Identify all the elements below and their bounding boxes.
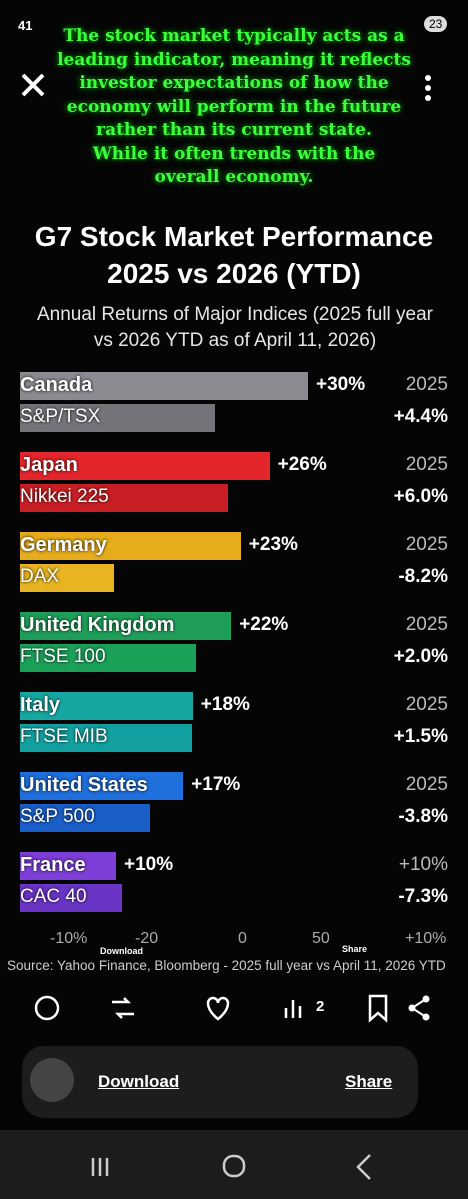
index-label: DAX	[20, 566, 60, 587]
country-label: Canada	[20, 374, 93, 396]
country-label: Italy	[20, 694, 61, 716]
bar	[20, 804, 150, 832]
avatar[interactable]	[30, 1058, 74, 1102]
index-label: CAC 40	[20, 886, 87, 907]
bar	[20, 532, 241, 560]
bar	[20, 852, 116, 880]
chart-title: G7 Stock Market Performance 2025 vs 2026…	[34, 221, 434, 289]
nav-bar	[0, 1130, 468, 1199]
share-button[interactable]: Share	[345, 1072, 393, 1091]
share-panel	[22, 1046, 418, 1118]
x-tick-label: -20	[135, 930, 159, 947]
index-label: Nikkei 225	[20, 486, 109, 507]
overlay-text: The stock market typically acts as a	[63, 26, 405, 46]
index-label: S&P/TSX	[20, 406, 101, 427]
bar	[20, 884, 122, 912]
ytd-label: -7.3%	[398, 886, 448, 907]
overlay-label: Share	[342, 944, 368, 954]
x-tick-label: +10%	[405, 930, 447, 947]
year-label: 2025	[405, 374, 448, 395]
action-icons[interactable]	[0, 990, 468, 1030]
value-label: +10%	[124, 854, 174, 875]
ytd-label: +6.0%	[393, 486, 448, 507]
country-label: France	[20, 854, 86, 876]
bar	[20, 724, 192, 752]
year-label: 2025	[405, 454, 448, 475]
country-label: United States	[20, 774, 148, 796]
nav-icons[interactable]	[0, 1130, 468, 1199]
more-icon[interactable]	[422, 74, 434, 104]
ytd-label: +1.5%	[393, 726, 448, 747]
country-label: Germany	[20, 534, 107, 556]
value-label: +26%	[277, 454, 327, 475]
country-label: Japan	[20, 454, 78, 476]
year-label: 2025	[405, 774, 448, 795]
year-label: +10%	[398, 854, 448, 875]
value-label: +30%	[316, 374, 366, 395]
ytd-label: -8.2%	[398, 566, 448, 587]
overlay-text: While it often trends with the	[92, 143, 376, 164]
bar	[20, 564, 115, 592]
x-tick-label: 50	[312, 930, 330, 947]
index-label: FTSE 100	[20, 646, 106, 667]
overlay-text: investor expectations of how the	[79, 73, 389, 93]
close-icon[interactable]	[18, 70, 48, 100]
bar	[20, 772, 184, 800]
status-time: 41	[18, 18, 33, 33]
country-label: United Kingdom	[20, 614, 175, 636]
overlay-text: overall economy.	[154, 167, 314, 187]
year-label: 2025	[405, 694, 448, 715]
value-label: +23%	[248, 534, 298, 555]
overlay-text: rather than its current state.	[96, 120, 372, 140]
year-label: 2025	[405, 534, 448, 555]
value-label: +22%	[239, 614, 289, 635]
overlay-label: Download	[100, 946, 143, 956]
x-tick-label: -10%	[50, 930, 88, 947]
chart-subtitle: Annual Returns of Major Indices (2025 fu…	[36, 304, 434, 351]
status-battery: 23	[424, 16, 448, 32]
bar	[20, 612, 232, 640]
overlay-text: economy will perform in the future	[66, 96, 402, 117]
index-label: S&P 500	[20, 806, 95, 827]
bar	[20, 692, 193, 720]
bar	[20, 644, 196, 672]
bar	[20, 372, 308, 400]
value-label: +18%	[200, 694, 250, 715]
view-count: 2	[316, 998, 325, 1015]
year-label: 2025	[405, 614, 448, 635]
chart-source: Source: Yahoo Finance, Bloomberg - 2025 …	[7, 958, 446, 973]
value-label: +17%	[191, 774, 241, 795]
index-label: FTSE MIB	[20, 726, 108, 747]
bar	[20, 404, 216, 432]
download-button[interactable]: Download	[98, 1072, 180, 1091]
ytd-label: +2.0%	[393, 646, 448, 667]
ytd-label: -3.8%	[398, 806, 448, 827]
overlay-text: leading indicator, meaning it reflects	[57, 49, 411, 70]
ytd-label: +4.4%	[393, 406, 448, 427]
bar	[20, 452, 270, 480]
bar	[20, 484, 228, 512]
x-tick-label: 0	[238, 930, 247, 947]
